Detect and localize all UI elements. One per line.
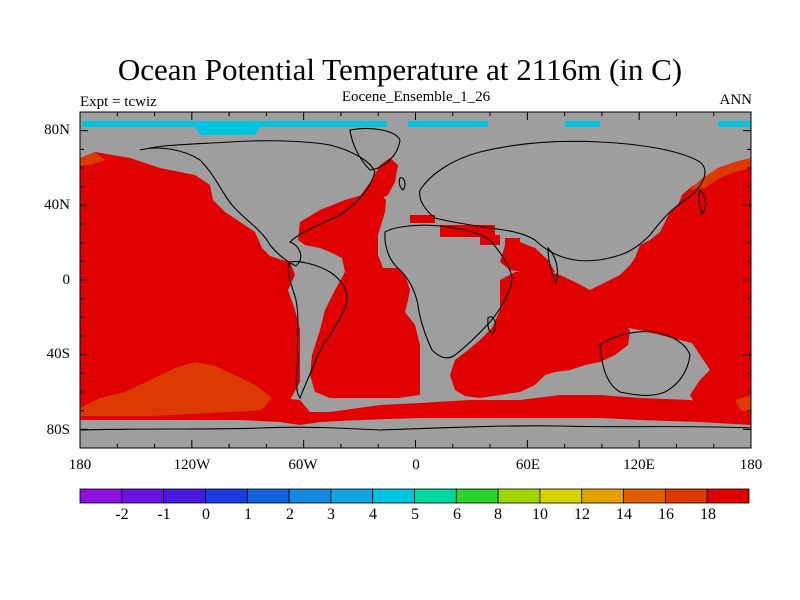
- colorbar-label: -2: [115, 506, 129, 523]
- x-tick-label: 120W: [173, 457, 211, 473]
- pacific-ocean-south-east: [690, 340, 751, 415]
- y-tick-label: 80N: [44, 122, 70, 138]
- pacific-ocean-west: [80, 152, 300, 416]
- y-tick-label: 40S: [46, 346, 70, 362]
- southeast-warm-patch: [735, 395, 751, 412]
- pacific-ocean-east: [585, 158, 751, 360]
- colorbar-swatch: [246, 488, 290, 504]
- x-tick-label: 180: [739, 457, 763, 473]
- north-pacific-warm-patch: [690, 158, 751, 190]
- colorbar-label: 10: [532, 506, 548, 523]
- tethys-patch: [410, 215, 435, 223]
- colorbar-swatch: [79, 488, 123, 504]
- colorbar-swatch: [664, 488, 708, 504]
- uk-coast: [398, 177, 406, 191]
- x-tick-label: 180: [68, 457, 92, 473]
- australia-coast: [599, 331, 691, 396]
- colorbar-label: 0: [202, 506, 210, 523]
- northwest-pacific-warm-patch: [80, 152, 105, 166]
- colorbar-swatch: [372, 488, 415, 504]
- sea-ice-band: [718, 121, 751, 127]
- colorbar-swatch: [623, 488, 666, 504]
- experiment-label: Expt = tcwiz: [80, 94, 157, 110]
- colorbar-swatch: [497, 488, 541, 504]
- tethys-patch: [505, 238, 520, 248]
- colorbar-label: 18: [700, 506, 716, 523]
- sea-ice-tongue: [195, 127, 260, 135]
- colorbar-swatch: [330, 488, 374, 504]
- africa-coast: [384, 224, 513, 359]
- north-america-coast: [139, 140, 376, 267]
- sea-ice-band: [408, 121, 488, 127]
- colorbar-label: 16: [658, 506, 674, 523]
- colorbar-label: 3: [327, 506, 335, 523]
- colorbar-swatch: [288, 488, 332, 504]
- colorbar-swatch: [539, 488, 583, 504]
- colorbar-swatch: [205, 488, 248, 504]
- x-tick-label: 60E: [515, 457, 541, 473]
- sea-ice-band: [82, 121, 387, 127]
- india-coast: [547, 246, 558, 284]
- axis-ticks: [79, 111, 752, 449]
- colorbar-label: 5: [411, 506, 419, 523]
- y-tick-label: 40N: [44, 197, 70, 213]
- x-tick-label: 60W: [288, 457, 318, 473]
- antarctica-coast: [79, 425, 752, 431]
- north-atlantic-arm: [360, 158, 398, 200]
- coastlines: [79, 127, 752, 431]
- colorbar-label: 12: [574, 506, 590, 523]
- colorbar-swatch: [163, 488, 206, 504]
- sea-ice-band: [565, 121, 600, 127]
- map-plot-area: [79, 111, 752, 449]
- colorbar-label: 6: [453, 506, 461, 523]
- colorbar-swatch: [414, 488, 457, 504]
- case-label: Eocene_Ensemble_1_26: [341, 89, 491, 105]
- eurasia-coast: [419, 140, 706, 262]
- colorbar-swatch: [121, 488, 165, 504]
- indian-ocean: [450, 270, 630, 398]
- colorbar-label: 1: [244, 506, 252, 523]
- colorbar: [79, 488, 750, 504]
- arabian-sea: [500, 242, 555, 275]
- madagascar-coast: [487, 316, 496, 334]
- colorbar-swatch: [455, 488, 499, 504]
- south-america-coast: [287, 261, 348, 400]
- x-tick-label: 120E: [623, 457, 655, 473]
- y-tick-label: 80S: [46, 422, 70, 438]
- japan-coast: [698, 188, 707, 216]
- map-title: Ocean Potential Temperature at 2116m (in…: [117, 52, 683, 87]
- arctic-sea-ice: [82, 121, 751, 135]
- colorbar-swatch: [581, 488, 624, 504]
- y-tick-label: 0: [62, 272, 71, 288]
- colorbar-label: -1: [157, 506, 171, 523]
- atlantic-ocean: [298, 192, 420, 398]
- colorbar-label: 4: [369, 506, 377, 523]
- season-label: ANN: [719, 92, 753, 108]
- colorbar-label: 8: [494, 506, 502, 523]
- colorbar-label: 14: [616, 506, 632, 523]
- greenland-coast: [349, 127, 401, 171]
- colorbar-swatch: [706, 488, 750, 504]
- x-tick-label: 0: [412, 457, 420, 473]
- south-pacific-warm-patch: [80, 362, 272, 416]
- ocean-temperature-field: [80, 152, 751, 425]
- colorbar-label: 2: [286, 506, 294, 523]
